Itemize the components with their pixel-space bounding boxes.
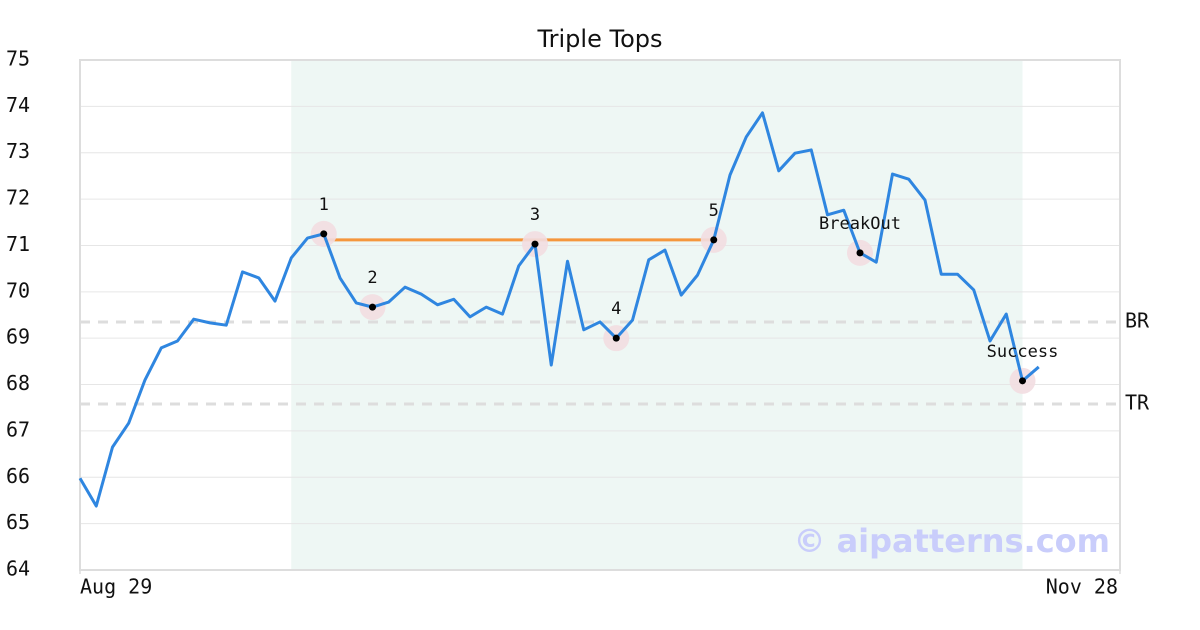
y-tick-label: 75: [6, 47, 30, 71]
y-tick-label: 73: [6, 139, 30, 163]
annotation-label: 3: [530, 205, 540, 225]
level-label: BR: [1125, 308, 1150, 332]
annotation-label: Success: [987, 342, 1059, 362]
annotation-label: BreakOut: [819, 214, 901, 234]
marker-dot: [1019, 377, 1026, 385]
annotation-label: 2: [367, 268, 377, 288]
x-tick-label: Nov 28: [1046, 575, 1118, 599]
y-tick-label: 69: [6, 325, 30, 349]
x-tick-label: Aug 29: [80, 575, 152, 599]
y-tick-label: 66: [6, 464, 30, 488]
y-tick-label: 71: [6, 232, 30, 256]
pattern-region: [291, 60, 1023, 570]
y-tick-label: 64: [6, 557, 30, 581]
y-tick-label: 74: [6, 93, 30, 117]
marker-dot: [612, 334, 620, 342]
chart-title: Triple Tops: [537, 25, 663, 53]
y-tick-label: 70: [6, 278, 30, 302]
price-line: [78, 111, 1040, 508]
y-tick-label: 67: [6, 417, 30, 441]
watermark: © aipatterns.com: [793, 522, 1110, 560]
annotation-label: 4: [611, 299, 621, 319]
level-label: TR: [1125, 391, 1150, 415]
y-tick-label: 72: [6, 186, 30, 210]
annotation-label: 1: [319, 195, 329, 215]
annotation-label: 5: [709, 201, 719, 221]
marker-dot: [531, 240, 539, 248]
marker-dot: [856, 249, 864, 257]
y-tick-label: 65: [6, 510, 30, 534]
marker-dot: [710, 236, 718, 244]
marker-dot: [369, 303, 376, 311]
y-tick-label: 68: [6, 371, 30, 395]
plot-frame: [79, 59, 1121, 571]
marker-dot: [320, 230, 328, 238]
